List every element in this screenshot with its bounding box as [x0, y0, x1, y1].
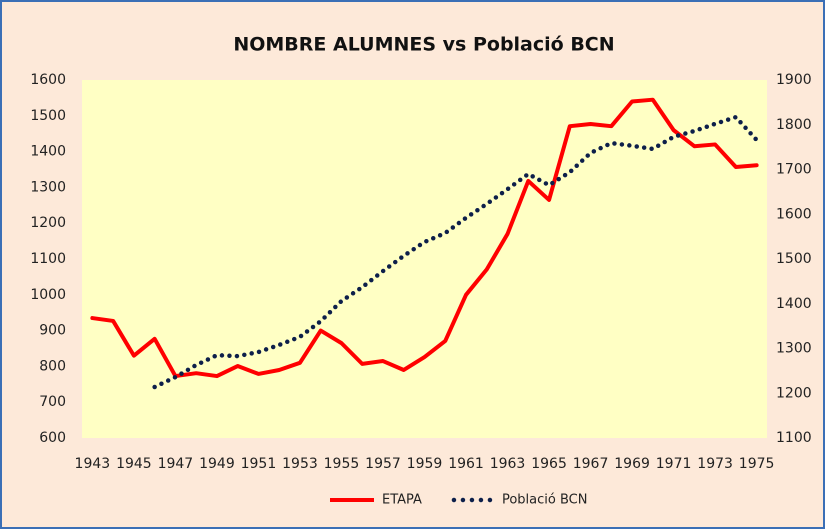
- x-tick-label: 1951: [241, 456, 277, 472]
- x-tick-label: 1967: [573, 456, 609, 472]
- y-tick-label: 1000: [30, 287, 66, 303]
- x-tick-label: 1965: [531, 456, 567, 472]
- y-tick-label: 1100: [30, 251, 66, 267]
- legend-label: Població BCN: [502, 493, 588, 508]
- x-tick-label: 1953: [282, 456, 318, 472]
- x-tick-label: 1971: [656, 456, 692, 472]
- series-line: [90, 97, 759, 379]
- y2-tick-label: 1200: [776, 385, 812, 401]
- plot-area: [82, 80, 767, 438]
- y-tick-label: 600: [39, 430, 66, 446]
- x-tick-label: 1949: [199, 456, 235, 472]
- y2-tick-label: 1500: [776, 251, 812, 267]
- x-tick-label: 1943: [75, 456, 111, 472]
- series-line: [152, 114, 759, 390]
- y2-tick-label: 1700: [776, 162, 812, 178]
- y-tick-label: 1600: [30, 72, 66, 88]
- y-tick-label: 900: [39, 323, 66, 339]
- y2-tick-label: 1300: [776, 341, 812, 357]
- y2-tick-label: 1800: [776, 117, 812, 133]
- x-tick-label: 1973: [697, 456, 733, 472]
- x-tick-label: 1955: [324, 456, 360, 472]
- y-tick-label: 800: [39, 358, 66, 374]
- y2-tick-label: 1900: [776, 72, 812, 88]
- y2-tick-label: 1400: [776, 296, 812, 312]
- x-tick-label: 1975: [739, 456, 775, 472]
- y2-tick-label: 1100: [776, 430, 812, 446]
- y-tick-label: 700: [39, 394, 66, 410]
- x-tick-label: 1957: [365, 456, 401, 472]
- x-tick-label: 1959: [407, 456, 443, 472]
- y-tick-label: 1200: [30, 215, 66, 231]
- y2-tick-label: 1600: [776, 206, 812, 222]
- x-tick-label: 1945: [116, 456, 152, 472]
- chart-title: NOMBRE ALUMNES vs Població BCN: [233, 34, 614, 56]
- y-tick-label: 1400: [30, 144, 66, 160]
- x-tick-label: 1969: [614, 456, 650, 472]
- legend-label: ETAPA: [382, 493, 422, 508]
- y-tick-label: 1500: [30, 108, 66, 124]
- y-tick-label: 1300: [30, 179, 66, 195]
- x-tick-label: 1947: [158, 456, 194, 472]
- x-tick-label: 1961: [448, 456, 484, 472]
- x-tick-label: 1963: [490, 456, 526, 472]
